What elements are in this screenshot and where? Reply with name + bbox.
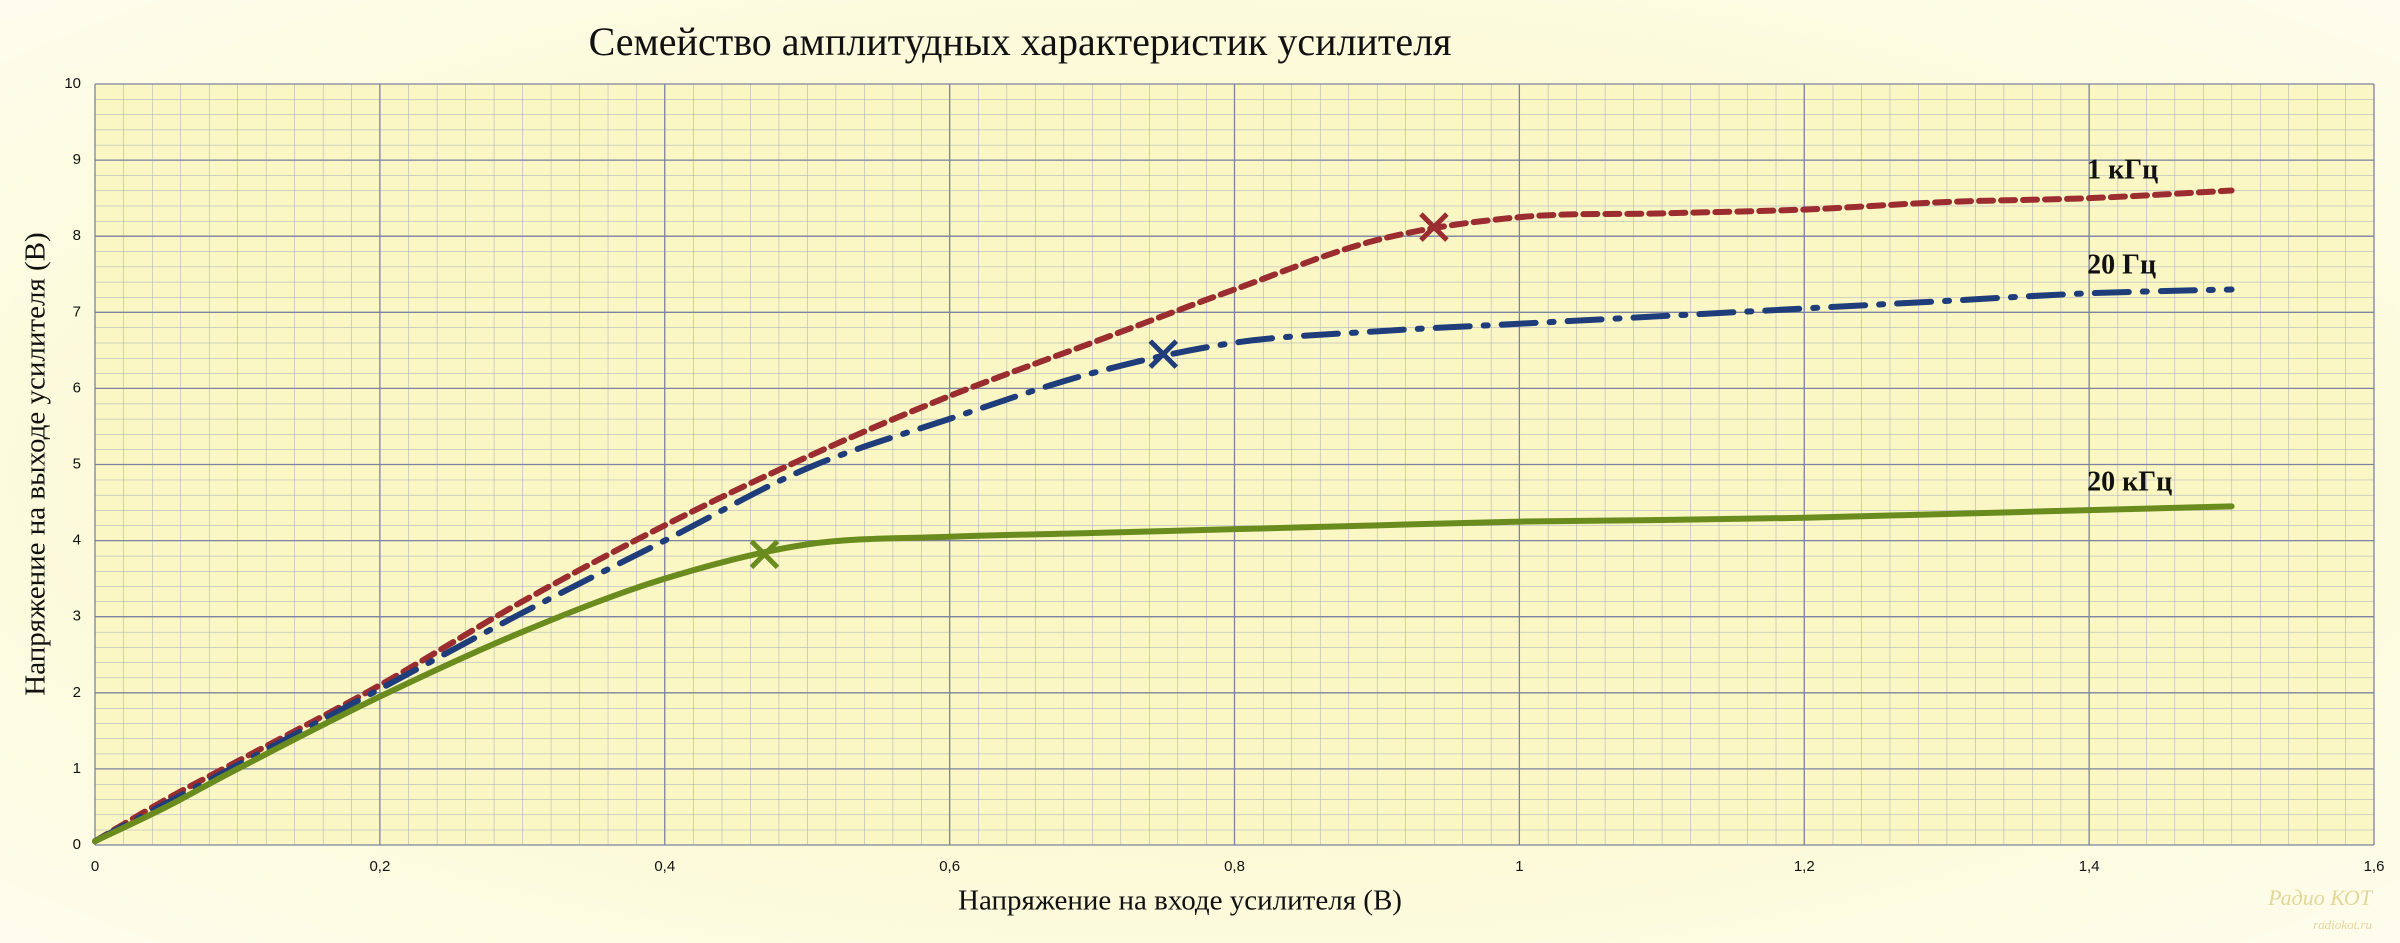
y-tick-label: 8 xyxy=(73,227,81,244)
series-label: 1 кГц xyxy=(2087,155,2158,186)
x-tick-label: 0,6 xyxy=(939,858,960,875)
y-tick-label: 1 xyxy=(73,760,81,777)
x-tick-label: 1,2 xyxy=(1794,858,1815,875)
series-label: 20 кГц xyxy=(2087,467,2172,498)
x-tick-label: 1,6 xyxy=(2364,858,2385,875)
x-tick-label: 0 xyxy=(91,858,99,875)
y-axis-label: Напряжение на выходе усилителя (В) xyxy=(20,232,52,695)
series-line xyxy=(92,503,2235,845)
series-line xyxy=(92,286,2235,845)
y-tick-label: 4 xyxy=(73,532,81,549)
cross-marker xyxy=(749,539,780,570)
x-tick-label: 1 xyxy=(1515,858,1523,875)
cross-marker xyxy=(1419,212,1449,242)
x-axis-label: Напряжение на входе усилителя (В) xyxy=(958,885,1402,917)
watermark: Радио КОТ xyxy=(2267,885,2374,910)
y-tick-label: 5 xyxy=(73,455,81,472)
x-tick-label: 0,2 xyxy=(369,858,390,875)
x-tick-label: 1,4 xyxy=(2079,858,2100,875)
y-tick-label: 9 xyxy=(73,151,81,168)
watermark: radiokot.ru xyxy=(2313,917,2372,932)
y-tick-label: 2 xyxy=(73,684,81,701)
cross-marker xyxy=(1148,339,1179,369)
x-tick-label: 0,4 xyxy=(654,858,675,875)
y-tick-label: 0 xyxy=(73,836,81,853)
y-tick-label: 6 xyxy=(73,379,81,396)
y-tick-label: 3 xyxy=(73,608,81,625)
x-tick-label: 0,8 xyxy=(1224,858,1245,875)
series-line xyxy=(92,187,2235,845)
chart-title: Семейство амплитудных характеристик усил… xyxy=(589,19,1452,64)
y-tick-label: 7 xyxy=(73,303,81,320)
y-tick-label: 10 xyxy=(64,75,81,92)
series-label: 20 Гц xyxy=(2087,250,2156,281)
